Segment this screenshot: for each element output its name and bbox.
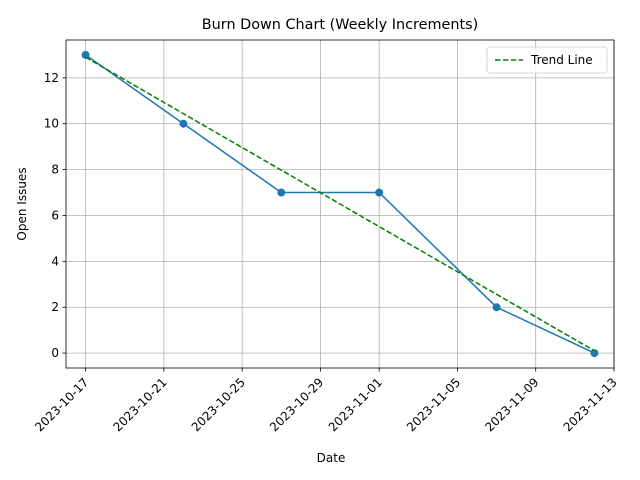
chart-title: Burn Down Chart (Weekly Increments) bbox=[202, 17, 478, 33]
issues-line bbox=[85, 54, 595, 354]
y-tick-label: 10 bbox=[44, 117, 59, 131]
y-axis-label: Open Issues bbox=[15, 167, 29, 240]
data-point bbox=[375, 188, 384, 197]
y-tick-label: 12 bbox=[44, 71, 59, 85]
legend-box bbox=[486, 46, 608, 74]
data-point bbox=[81, 50, 90, 59]
legend-label: Trend Line bbox=[530, 53, 593, 67]
data-point bbox=[492, 303, 501, 312]
trend-line bbox=[85, 56, 595, 352]
y-tick-label: 2 bbox=[51, 300, 59, 314]
y-tick-label: 0 bbox=[51, 346, 59, 360]
series-layer bbox=[81, 50, 599, 358]
legend: Trend Line bbox=[486, 46, 608, 74]
data-point bbox=[179, 119, 188, 128]
y-tick-label: 8 bbox=[51, 163, 59, 177]
x-axis-label: Date bbox=[317, 451, 346, 465]
plot-frame bbox=[65, 39, 615, 369]
y-axis: 0 2 4 6 8 10 12 bbox=[44, 71, 66, 360]
data-point bbox=[277, 188, 286, 197]
y-tick-label: 4 bbox=[51, 254, 59, 268]
y-tick-label: 6 bbox=[51, 208, 59, 222]
data-point bbox=[590, 349, 599, 358]
